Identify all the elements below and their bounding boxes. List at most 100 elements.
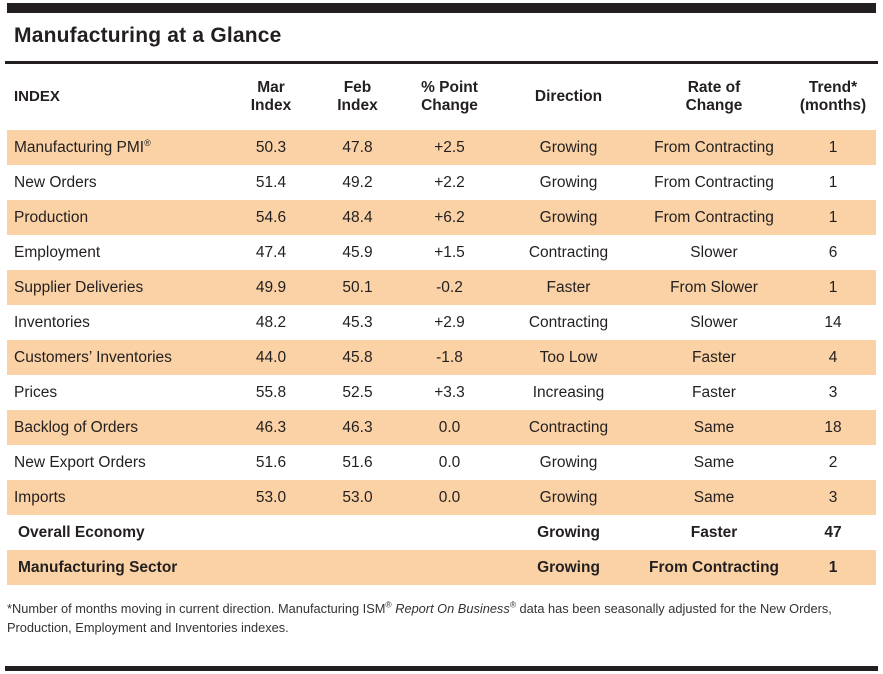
cell-direction: Growing [537,558,600,576]
cell-direction: Growing [539,453,598,471]
cell-direction: Contracting [528,243,609,261]
cell-index: Prices [7,375,227,410]
cell-index: Production [7,200,227,235]
row-label: Overall Economy [18,523,145,541]
row-label: Supplier Deliveries [14,278,144,296]
cell-trend: 2 [828,453,838,471]
cell-rate: Faster [690,523,738,541]
cell-feb: 51.6 [342,453,373,471]
cell-mar: 49.9 [255,278,287,296]
cell-rate: From Contracting [654,138,774,156]
cell-direction: Growing [539,138,598,156]
page-title: Manufacturing at a Glance [14,24,282,47]
cell-index: Backlog of Orders [7,410,227,445]
cell-trend: 1 [828,208,838,226]
cell-direction: Growing [539,488,598,506]
cell-rate: Slower [690,313,738,331]
cell-mar [227,515,315,550]
cell-trend: 1 [828,138,838,156]
row-label: Backlog of Orders [14,418,139,436]
cell-feb [315,515,400,550]
row-label: Manufacturing PMI [14,138,145,156]
cell-feb [315,550,400,585]
table-row: Backlog of Orders 46.3 46.3 0.0 Contracting S… [7,410,876,445]
table-row: Production 54.6 48.4 +6.2 Growing From Contra… [7,200,876,235]
table-row: Overall Economy Growing Faster 47 [7,515,876,550]
cell-index: Inventories [7,305,227,340]
cell-change: -1.8 [436,348,463,366]
cell-change [400,550,499,585]
cell-feb: 45.3 [342,313,373,331]
footnote: *Number of months moving in current dire… [7,599,869,637]
registered-mark: ® [385,599,392,610]
table-body: Manufacturing PMI® 50.3 47.8 +2.5 Growing Fro… [7,130,876,585]
title-underline [5,61,878,64]
cell-trend: 3 [828,383,838,401]
cell-mar: 51.4 [255,173,287,191]
cell-mar: 47.4 [255,243,287,261]
cell-change: +2.5 [434,138,465,156]
cell-feb: 45.8 [342,348,373,366]
cell-index: Supplier Deliveries [7,270,227,305]
table-row: Supplier Deliveries 49.9 50.1 -0.2 Faster Fro… [7,270,876,305]
cell-change: 0.0 [438,453,461,471]
cell-index: Employment [7,235,227,270]
cell-rate: Faster [692,383,736,401]
cell-index: Manufacturing Sector [7,550,227,585]
cell-change: 0.0 [438,488,461,506]
cell-rate: Same [693,453,735,471]
cell-mar: 55.8 [255,383,287,401]
table-row: Manufacturing Sector Growing From Contract… [7,550,876,585]
cell-mar: 46.3 [255,418,287,436]
cell-change: +1.5 [434,243,465,261]
cell-rate: Same [693,418,735,436]
cell-change: 0.0 [438,418,461,436]
cell-index: Customers’ Inventories [7,340,227,375]
cell-change: -0.2 [436,278,463,296]
cell-direction: Too Low [539,348,598,366]
cell-direction: Growing [539,208,598,226]
row-label: Employment [14,243,101,261]
table-row: New Orders 51.4 49.2 +2.2 Growing From Contra… [7,165,876,200]
table-row: Prices 55.8 52.5 +3.3 Increasing Faster 3 [7,375,876,410]
col-header-trend: Trend* (months) [799,79,867,114]
cell-change: +2.2 [434,173,465,191]
cell-rate: Faster [692,348,736,366]
row-label: Customers’ Inventories [14,348,172,366]
cell-feb: 52.5 [342,383,373,401]
cell-mar: 44.0 [255,348,287,366]
cell-index: New Export Orders [7,445,227,480]
cell-mar: 51.6 [255,453,287,471]
cell-feb: 50.1 [342,278,373,296]
top-divider-bar [7,3,876,13]
cell-rate: From Contracting [648,558,780,576]
row-label: New Export Orders [14,453,146,471]
cell-direction: Faster [546,278,591,296]
cell-index: Imports [7,480,227,515]
cell-index: Overall Economy [7,515,227,550]
row-label: New Orders [14,173,97,191]
cell-index: New Orders [7,165,227,200]
row-label: Imports [14,488,66,506]
cell-change: +2.9 [434,313,465,331]
manufacturing-glance-table: INDEX Mar Index Feb Index % Point Change… [7,64,876,585]
cell-direction: Growing [537,523,600,541]
col-header-rate: Rate of Change [685,79,743,114]
cell-change: +3.3 [434,383,465,401]
cell-rate: Same [693,488,735,506]
registered-mark: ® [509,599,516,610]
cell-trend: 1 [828,278,838,296]
cell-mar: 48.2 [255,313,287,331]
cell-rate: From Contracting [654,208,774,226]
cell-feb: 49.2 [342,173,373,191]
cell-feb: 45.9 [342,243,373,261]
row-label: Inventories [14,313,90,331]
footnote-text-end: data has been seasonally adjusted for th… [7,601,832,636]
registered-mark: ® [144,137,151,148]
cell-mar: 54.6 [255,208,287,226]
col-header-pct-change: % Point Change [421,79,478,114]
table-header-row: INDEX Mar Index Feb Index % Point Change… [7,64,876,130]
cell-mar: 53.0 [255,488,287,506]
cell-rate: Slower [690,243,738,261]
cell-trend: 1 [828,558,838,576]
